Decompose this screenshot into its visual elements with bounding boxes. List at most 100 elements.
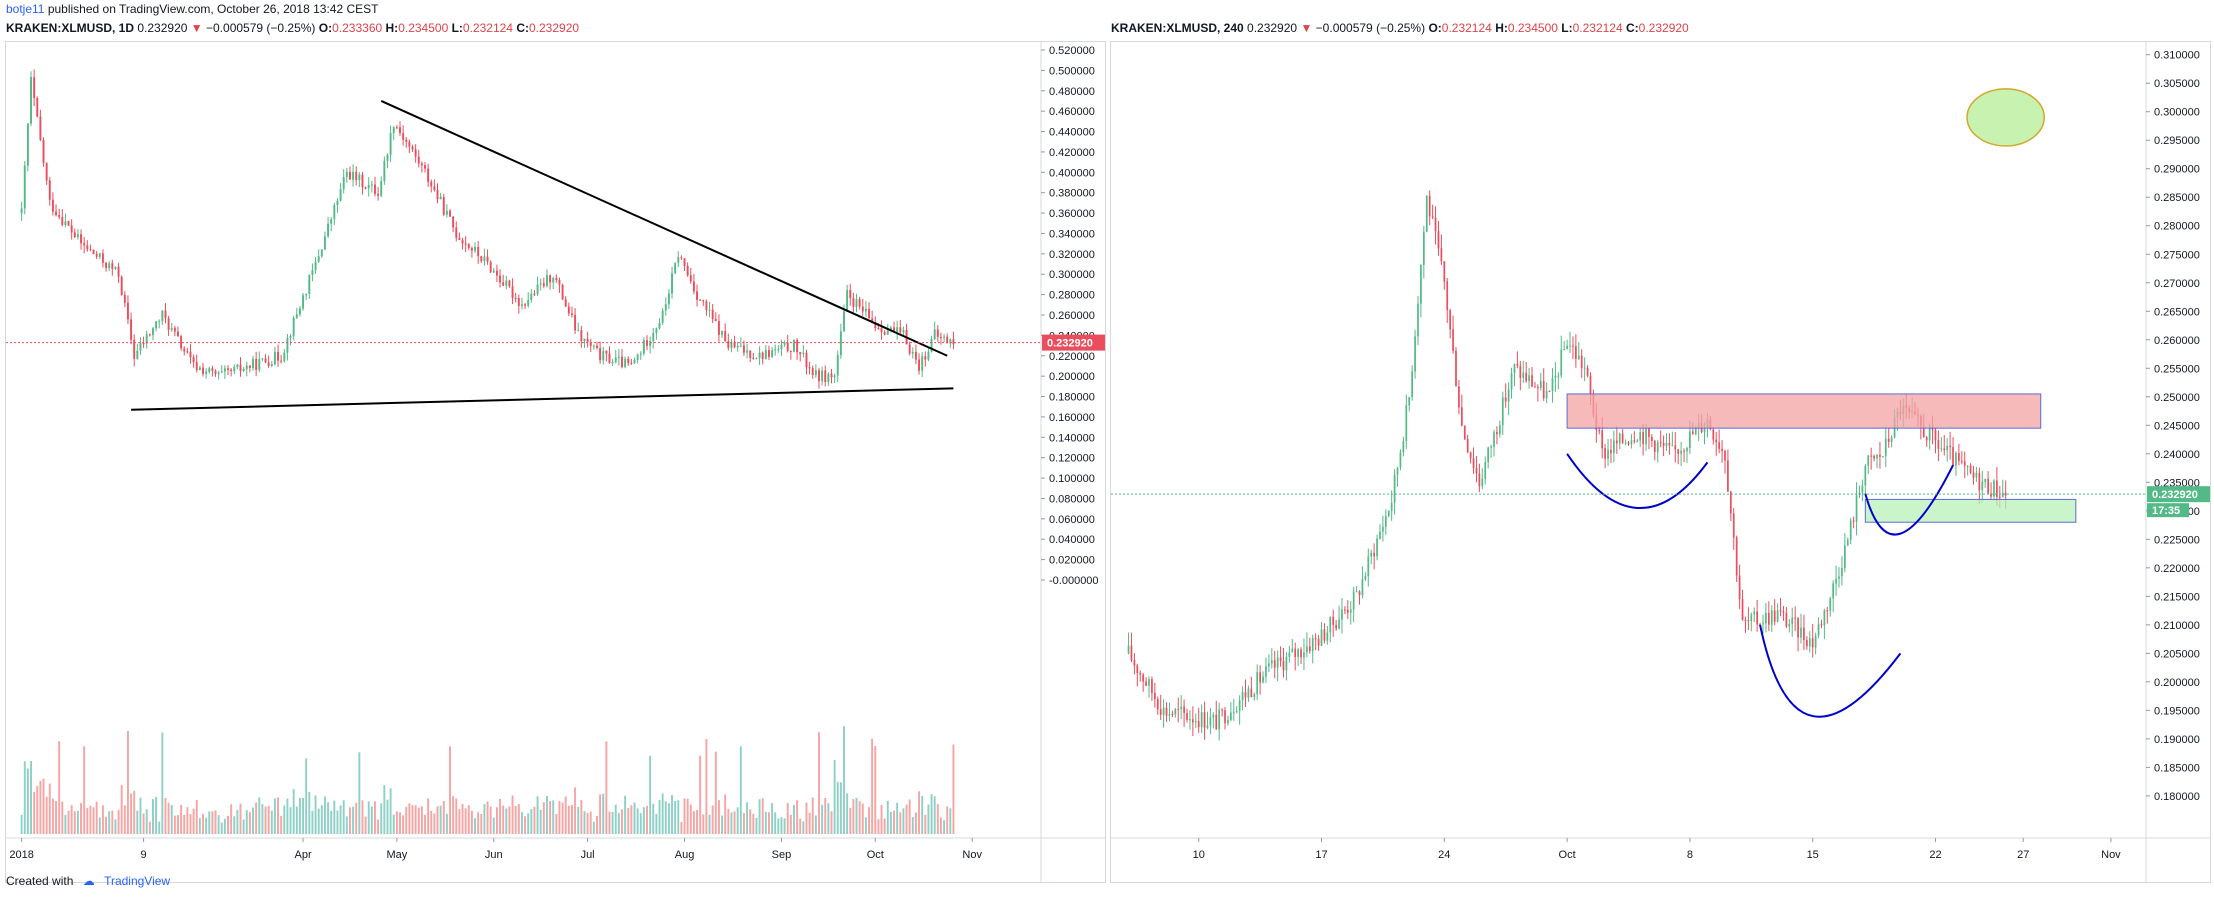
last-price-badge xyxy=(2147,486,2213,503)
candle-body xyxy=(1303,652,1305,658)
right-open-label: O: xyxy=(1428,21,1442,35)
candle-body xyxy=(436,189,439,200)
candle-body xyxy=(339,189,342,201)
candle-body xyxy=(298,308,301,315)
candle-body xyxy=(730,342,733,348)
volume-bar xyxy=(486,801,489,834)
left-chart-panel[interactable]: 0.520000 0.500000 0.480000 0.460000 0.440000… xyxy=(5,41,1108,883)
volume-bar xyxy=(793,805,795,834)
volume-bar xyxy=(924,814,927,834)
candle-body xyxy=(930,339,933,352)
candle-body xyxy=(1300,649,1302,658)
volume-bar xyxy=(899,812,902,834)
volume-bar xyxy=(611,812,614,834)
candle-body xyxy=(467,243,470,248)
volume-bar xyxy=(502,805,505,834)
right-high: 0.234500 xyxy=(1507,21,1558,35)
candle-body xyxy=(1940,448,1943,450)
volume-bar xyxy=(777,818,780,834)
volume-bar xyxy=(395,811,398,834)
volume-bar xyxy=(417,807,420,834)
left-chart[interactable]: 0.520000 0.500000 0.480000 0.460000 0.440000… xyxy=(6,42,1108,882)
candle-body xyxy=(545,275,548,287)
candle-body xyxy=(1379,531,1381,539)
candle-body xyxy=(1788,624,1791,627)
volume-bar xyxy=(289,807,292,834)
volume-bar xyxy=(858,800,861,834)
candle-body xyxy=(571,313,573,315)
candle-body xyxy=(1308,646,1311,652)
candle-body xyxy=(536,284,539,295)
right-chart[interactable]: 0.310000 0.305000 0.300000 0.295000 0.290000… xyxy=(1111,42,2213,882)
candle-body xyxy=(364,187,367,189)
candle-body xyxy=(480,256,483,262)
candle-body xyxy=(161,310,164,322)
candle-body xyxy=(1849,520,1852,540)
candle-body xyxy=(699,299,702,301)
candle-body xyxy=(123,294,126,303)
candle-body xyxy=(1808,638,1811,647)
volume-bar xyxy=(677,800,680,834)
candle-body xyxy=(36,98,39,117)
candle-body xyxy=(333,205,336,220)
volume-bar xyxy=(868,807,870,834)
candle-body xyxy=(1127,645,1130,654)
candle-body xyxy=(714,319,717,322)
volume-bar xyxy=(927,804,930,834)
volume-bar xyxy=(639,813,642,834)
candle-body xyxy=(148,334,151,336)
candle-body xyxy=(1984,478,1987,482)
candle-body xyxy=(733,342,736,348)
candle-body xyxy=(789,350,792,352)
candle-body xyxy=(1610,449,1612,454)
candle-body xyxy=(1212,714,1215,718)
volume-bar xyxy=(255,802,258,834)
volume-bar xyxy=(70,805,73,834)
y-tick-label: 0.420000 xyxy=(1049,147,1095,159)
candle-body xyxy=(1458,386,1460,408)
publisher-link[interactable]: botje11 xyxy=(6,2,45,16)
candle-body xyxy=(1691,431,1694,435)
candle-body xyxy=(1680,450,1682,454)
volume-bar xyxy=(30,760,32,834)
candle-body xyxy=(1732,513,1735,538)
right-chart-panel[interactable]: 0.310000 0.305000 0.300000 0.295000 0.290000… xyxy=(1110,41,2213,883)
candle-body xyxy=(455,227,458,238)
candle-body xyxy=(1262,676,1264,683)
volume-bar xyxy=(242,819,245,834)
candle-body xyxy=(1671,445,1674,447)
candle-body xyxy=(1238,700,1241,712)
volume-bar xyxy=(893,810,895,834)
volume-bar xyxy=(258,797,261,834)
left-high: 0.234500 xyxy=(398,21,449,35)
candle-body xyxy=(1694,427,1697,435)
volume-bar xyxy=(205,817,208,834)
candle-body xyxy=(818,370,820,382)
candle-body xyxy=(1747,620,1750,622)
volume-bar xyxy=(33,791,36,834)
candle-body xyxy=(949,339,952,344)
candle-body xyxy=(874,322,877,329)
tradingview-link[interactable]: TradingView xyxy=(104,874,171,888)
volume-bar xyxy=(580,799,583,834)
candle-body xyxy=(1443,261,1446,282)
volume-bar xyxy=(455,798,458,834)
y-tick-label: 0.185000 xyxy=(2154,762,2200,774)
volume-bar xyxy=(717,800,720,834)
candle-body xyxy=(746,350,749,353)
candle-body xyxy=(577,330,580,332)
candle-body xyxy=(55,211,57,215)
volume-bar xyxy=(589,811,592,834)
candle-body xyxy=(295,314,298,318)
volume-bar xyxy=(558,800,561,834)
candle-body xyxy=(1326,632,1329,641)
volume-bar xyxy=(245,810,248,834)
volume-bar xyxy=(136,810,139,834)
candle-body xyxy=(774,349,777,351)
candle-body xyxy=(1651,436,1653,441)
x-tick-label: 8 xyxy=(1687,849,1693,861)
candle-body xyxy=(1294,648,1297,657)
candle-body xyxy=(1826,610,1829,612)
y-tick-label: 0.020000 xyxy=(1049,555,1095,567)
candle-body xyxy=(273,351,276,365)
